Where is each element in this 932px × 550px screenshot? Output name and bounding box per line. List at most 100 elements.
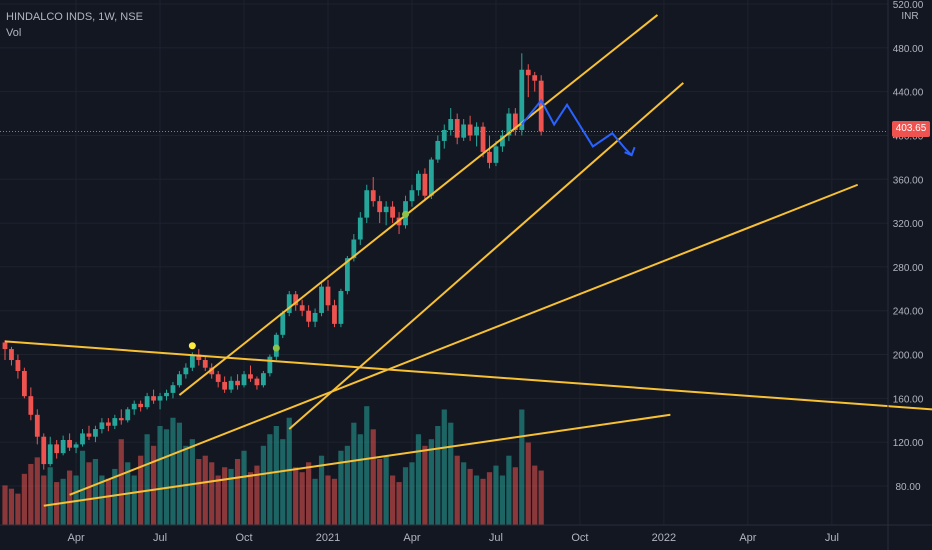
volume-bar bbox=[461, 462, 467, 525]
candle-body bbox=[357, 217, 363, 240]
volume-bar bbox=[325, 475, 331, 525]
candle-body bbox=[448, 119, 454, 130]
volume-bar bbox=[299, 472, 305, 525]
indicator-label[interactable]: Vol bbox=[6, 27, 22, 39]
time-tick-label: Apr bbox=[67, 532, 84, 544]
candle-body bbox=[370, 190, 376, 202]
volume-bar bbox=[338, 450, 344, 525]
price-tick-label: 280.00 bbox=[893, 263, 924, 274]
candle-body bbox=[525, 69, 531, 76]
time-tick-label: Apr bbox=[739, 532, 756, 544]
candle-body bbox=[67, 439, 72, 448]
signal-marker bbox=[188, 342, 196, 350]
candle-body bbox=[183, 367, 189, 375]
trendline bbox=[178, 14, 659, 396]
volume-bar bbox=[112, 468, 118, 525]
volume-bar bbox=[357, 434, 363, 525]
candle-body bbox=[519, 69, 525, 130]
volume-bar bbox=[486, 472, 493, 525]
candle-body bbox=[474, 126, 479, 136]
volume-bar bbox=[383, 455, 389, 525]
candle-body bbox=[202, 360, 208, 368]
candle-body bbox=[344, 258, 350, 292]
volume-bar bbox=[34, 457, 40, 525]
chart-legend: HINDALCO INDS, 1W, NSE Vol bbox=[6, 9, 143, 41]
candle-body bbox=[112, 418, 118, 426]
candle-body bbox=[312, 312, 318, 322]
candle-body bbox=[144, 396, 150, 408]
volume-bar bbox=[532, 465, 538, 525]
volume-bar bbox=[21, 473, 27, 525]
time-tick-label: 2022 bbox=[652, 532, 676, 544]
candle-body bbox=[2, 342, 8, 350]
candle-body bbox=[512, 113, 518, 130]
volume-bar bbox=[170, 417, 176, 525]
price-tick-label: 240.00 bbox=[893, 307, 924, 318]
candle-body bbox=[461, 124, 467, 138]
candle-body bbox=[196, 354, 202, 361]
candle-body bbox=[86, 433, 92, 437]
currency-label: INR bbox=[901, 11, 918, 22]
volume-bar bbox=[209, 462, 215, 525]
time-tick-label: Oct bbox=[571, 532, 588, 544]
volume-bar bbox=[86, 462, 92, 525]
volume-bar bbox=[254, 465, 260, 525]
candle-body bbox=[416, 173, 421, 191]
volume-bar bbox=[99, 475, 105, 525]
volume-bar bbox=[280, 439, 286, 525]
last-price-badge: 403.65 bbox=[892, 121, 930, 137]
candle-body bbox=[157, 396, 163, 401]
price-tick-label: 520.00 bbox=[893, 0, 924, 11]
candle-body bbox=[99, 422, 105, 430]
candle-body bbox=[21, 370, 27, 397]
volume-bar bbox=[228, 468, 234, 525]
price-tick-label: 480.00 bbox=[893, 44, 924, 55]
volume-bar bbox=[396, 482, 402, 525]
volume-bar bbox=[105, 478, 111, 525]
volume-bar bbox=[415, 434, 422, 525]
price-tick-label: 440.00 bbox=[893, 88, 924, 99]
candle-body bbox=[60, 439, 66, 454]
symbol-label[interactable]: HINDALCO INDS, 1W, NSE bbox=[6, 11, 143, 23]
candle-body bbox=[338, 291, 344, 324]
volume-bar bbox=[428, 439, 434, 525]
time-tick-label: 2021 bbox=[316, 532, 340, 544]
candle-body bbox=[9, 349, 14, 361]
volume-bar bbox=[273, 426, 279, 525]
candle-body bbox=[131, 403, 137, 410]
candle-body bbox=[222, 381, 228, 390]
volume-bar bbox=[150, 445, 157, 525]
candle-body bbox=[248, 374, 253, 379]
candle-body bbox=[293, 294, 299, 306]
candle-body bbox=[235, 380, 240, 386]
candle-body bbox=[261, 373, 266, 386]
candle-body bbox=[332, 305, 337, 324]
candle-body bbox=[254, 378, 260, 386]
candle-body bbox=[105, 422, 111, 426]
candle-body bbox=[215, 374, 221, 382]
volume-bar bbox=[519, 409, 525, 525]
time-tick-label: Jul bbox=[489, 532, 503, 544]
candle-body bbox=[377, 201, 383, 213]
candle-body bbox=[125, 409, 131, 421]
candle-body bbox=[170, 385, 176, 393]
volume-bar bbox=[344, 445, 350, 525]
volume-bar bbox=[144, 434, 150, 525]
candle-body bbox=[390, 206, 395, 218]
volume-bar bbox=[8, 488, 15, 525]
price-tick-label: 160.00 bbox=[893, 394, 924, 405]
candle-body bbox=[177, 374, 182, 386]
volume-bar bbox=[247, 472, 254, 525]
candle-body bbox=[280, 312, 286, 335]
candle-body bbox=[493, 146, 499, 163]
volume-bar bbox=[67, 470, 73, 525]
trendline bbox=[43, 413, 671, 507]
candle-body bbox=[34, 414, 40, 437]
volume-bar bbox=[409, 462, 415, 525]
candle-body bbox=[306, 310, 312, 322]
time-tick-label: Oct bbox=[235, 532, 252, 544]
candle-body bbox=[428, 159, 434, 196]
volume-bar bbox=[260, 445, 266, 525]
